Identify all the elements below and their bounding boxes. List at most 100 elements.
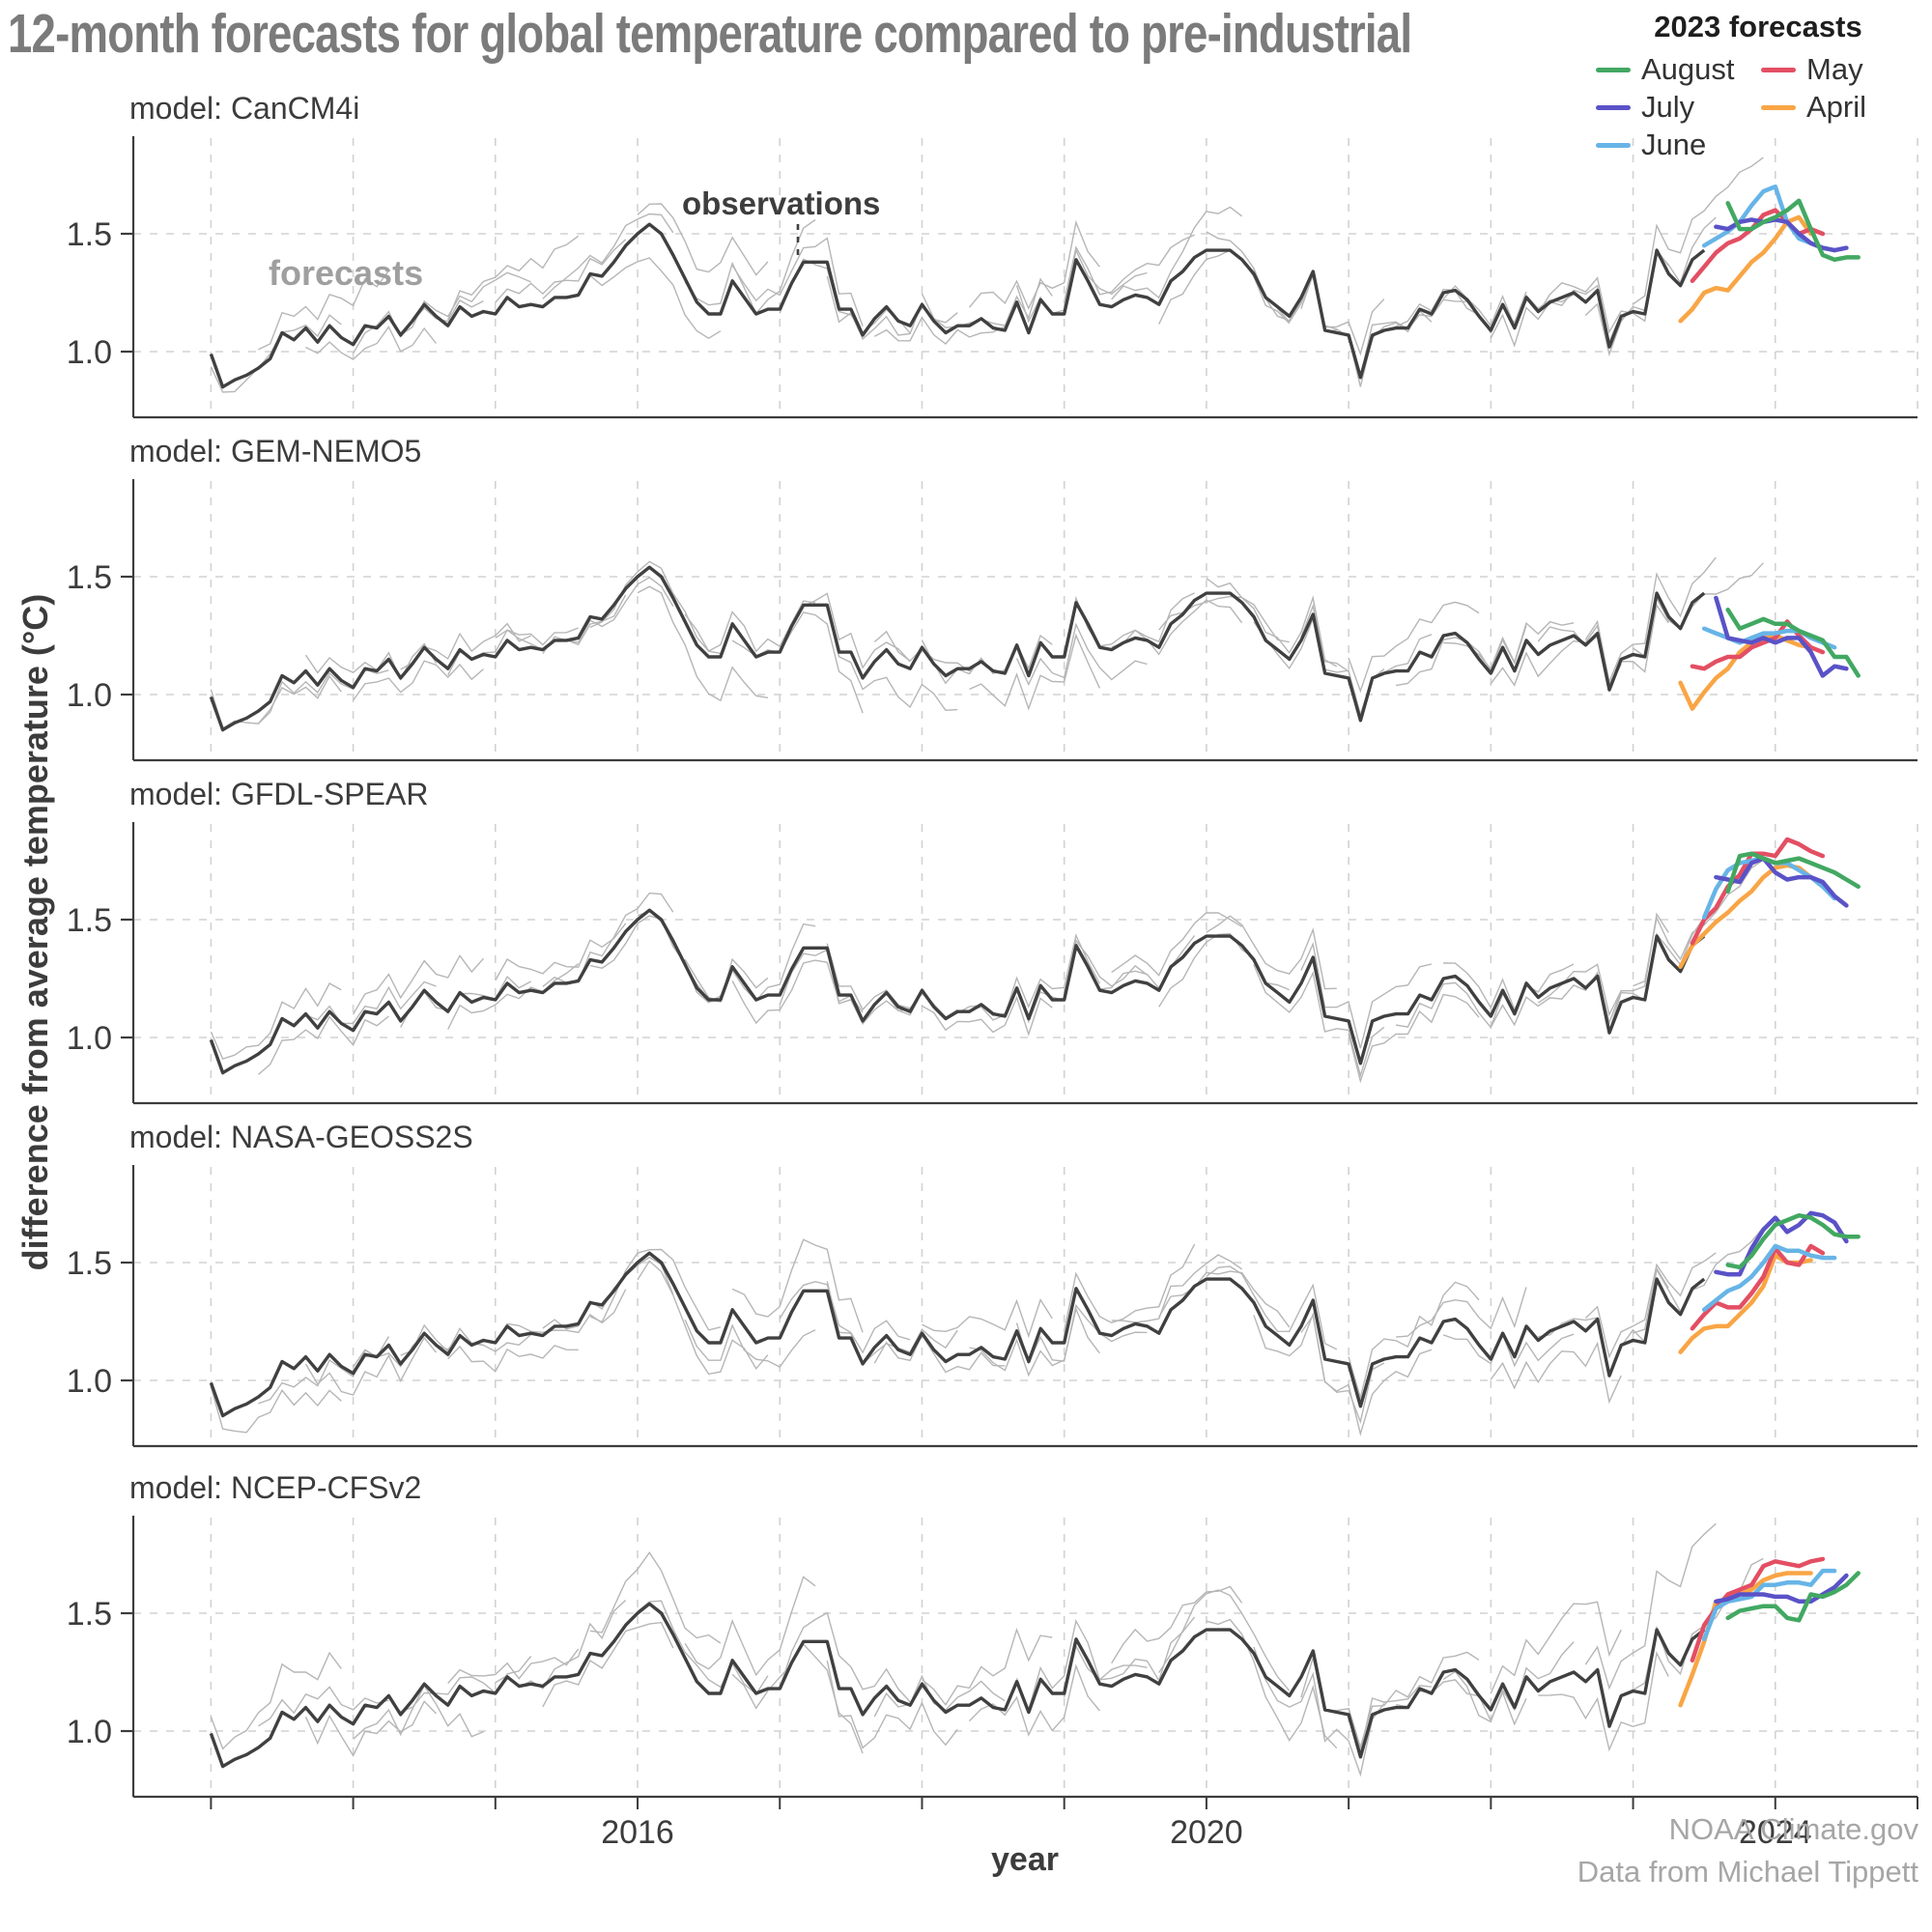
- april-line-swatch-icon: [1761, 104, 1796, 110]
- page-title: 12-month forecasts for global temperatur…: [8, 3, 1412, 65]
- gray-forecast-line: [684, 923, 816, 1004]
- forecast-2023-june-line: [1701, 1243, 1837, 1313]
- gray-forecast-line: [1063, 234, 1195, 303]
- gray-forecast-line: [826, 1660, 958, 1749]
- gray-forecast-line: [447, 1648, 580, 1684]
- legend-label: April: [1806, 90, 1867, 124]
- gray-forecast-line: [400, 1323, 532, 1356]
- gray-forecast-line: [1443, 962, 1575, 1011]
- gray-forecast-line: [969, 633, 1101, 711]
- gray-forecast-line: [826, 275, 958, 340]
- y-tick-label: 1.5: [67, 902, 112, 939]
- forecast-2023-april-line: [1678, 1571, 1813, 1708]
- gray-forecast-line: [1300, 941, 1433, 1049]
- gray-forecast-line: [1348, 298, 1480, 378]
- gray-forecast-line: [352, 953, 485, 1015]
- gray-forecast-line: [353, 1684, 484, 1740]
- gray-forecast-line: [1348, 601, 1480, 694]
- forecast-2023-july-line: [1714, 595, 1849, 678]
- gray-forecast-line: [1206, 1265, 1338, 1350]
- legend: 2023 forecasts August May July April Jun…: [1596, 10, 1920, 162]
- gray-forecast-line: [921, 1627, 1053, 1707]
- gray-forecast-line: [1442, 285, 1575, 327]
- legend-label: July: [1641, 90, 1695, 124]
- y-tick-label: 1.5: [67, 1245, 112, 1282]
- gray-forecast-line: [1063, 1616, 1196, 1698]
- gray-forecast-line: [304, 1336, 438, 1396]
- forecast-2023-june-line: [1701, 1568, 1837, 1642]
- legend-title: 2023 forecasts: [1654, 10, 1862, 43]
- observations-line: [209, 908, 1706, 1075]
- gray-forecast-line: [1443, 620, 1575, 670]
- gray-forecast-line: [305, 980, 437, 1025]
- forecast-2023-april-line: [1678, 1253, 1813, 1354]
- x-tick-label: 2024: [1739, 1814, 1812, 1851]
- gray-forecast-line: [637, 203, 769, 276]
- gray-forecast-line: [1206, 577, 1338, 668]
- gray-forecast-line: [400, 975, 531, 1028]
- gray-forecast-line: [542, 213, 674, 299]
- y-tick-label: 1.0: [67, 1020, 112, 1057]
- gray-forecast-line: [210, 1651, 342, 1750]
- gray-forecast-line: [779, 949, 911, 1025]
- gray-forecast-line: [353, 660, 484, 701]
- gray-forecast-line: [1633, 1557, 1764, 1691]
- observations-line: [209, 565, 1706, 732]
- attribution: NOAA Climate.gov Data from Michael Tippe…: [1577, 1808, 1918, 1893]
- gray-forecast-line: [684, 600, 816, 653]
- panel-CanCM4i: 1.0 1.5 model: CanCM4i: [67, 91, 1918, 419]
- gray-forecast-line: [400, 622, 531, 670]
- gray-forecast-line: [400, 1656, 532, 1713]
- panel-NASA-GEOSS2S: 1.0 1.5 model: NASA-GEOSS2S: [67, 1120, 1918, 1448]
- gray-forecast-line: [495, 1289, 627, 1343]
- gray-forecast-line: [1111, 599, 1243, 656]
- gray-forecast-line: [447, 235, 580, 321]
- panel-title: model: NASA-GEOSS2S: [129, 1120, 473, 1154]
- gray-forecast-line: [873, 1333, 1006, 1374]
- gray-forecast-line: [1538, 1651, 1669, 1752]
- gray-forecast-line: [1584, 1252, 1717, 1359]
- gray-forecast-line: [873, 316, 1006, 345]
- gray-forecast-line: [1300, 1314, 1433, 1436]
- gray-forecast-line: [542, 1621, 674, 1708]
- gray-forecast-line: [210, 1386, 342, 1434]
- gray-forecast-line: [684, 1576, 816, 1677]
- gray-forecast-line: [257, 1015, 389, 1075]
- observations-line: [209, 1251, 1706, 1418]
- may-line-swatch-icon: [1761, 67, 1796, 72]
- gray-forecast-line: [826, 1281, 958, 1365]
- panel-title: model: CanCM4i: [129, 91, 359, 126]
- gray-forecast-line: [1490, 1601, 1622, 1694]
- gray-forecast-line: [731, 611, 864, 714]
- gray-forecast-line: [589, 560, 722, 655]
- gray-forecast-line: [637, 585, 769, 702]
- gray-forecast-line: [1633, 156, 1764, 305]
- gray-forecast-line: [779, 1280, 911, 1354]
- y-axis-label: difference from average temperature (°C): [15, 593, 55, 1271]
- gray-forecast-line: [495, 239, 627, 303]
- gray-forecast-line: [1584, 556, 1717, 685]
- gray-forecast-line: [731, 237, 864, 327]
- gray-forecast-line: [1253, 964, 1385, 1078]
- forecast-2023-may-line: [1690, 1243, 1826, 1331]
- gray-forecast-line: [684, 218, 816, 315]
- panel-title: model: GFDL-SPEAR: [129, 777, 428, 811]
- forecast-2023-august-line: [1725, 851, 1861, 894]
- gray-forecast-line: [731, 959, 864, 1025]
- gray-forecast-line: [589, 915, 722, 1004]
- gray-forecast-line: [873, 630, 1006, 674]
- y-tick-label: 1.0: [67, 1363, 112, 1400]
- gray-forecast-line: [1158, 1270, 1291, 1328]
- observations-line: [209, 222, 1706, 389]
- forecast-2023-april-line: [1678, 633, 1813, 711]
- gray-forecast-line: [304, 642, 438, 681]
- july-line-swatch-icon: [1596, 104, 1631, 110]
- attribution-source: NOAA Climate.gov: [1668, 1812, 1918, 1846]
- gray-forecast-line: [1015, 1619, 1148, 1713]
- panel-GEM-NEMO5: 1.0 1.5 model: GEM-NEMO5: [67, 434, 1918, 762]
- panel-title: model: NCEP-CFSv2: [129, 1470, 421, 1505]
- gray-forecast-line: [1442, 1641, 1575, 1723]
- gray-forecast-line: [969, 933, 1101, 1021]
